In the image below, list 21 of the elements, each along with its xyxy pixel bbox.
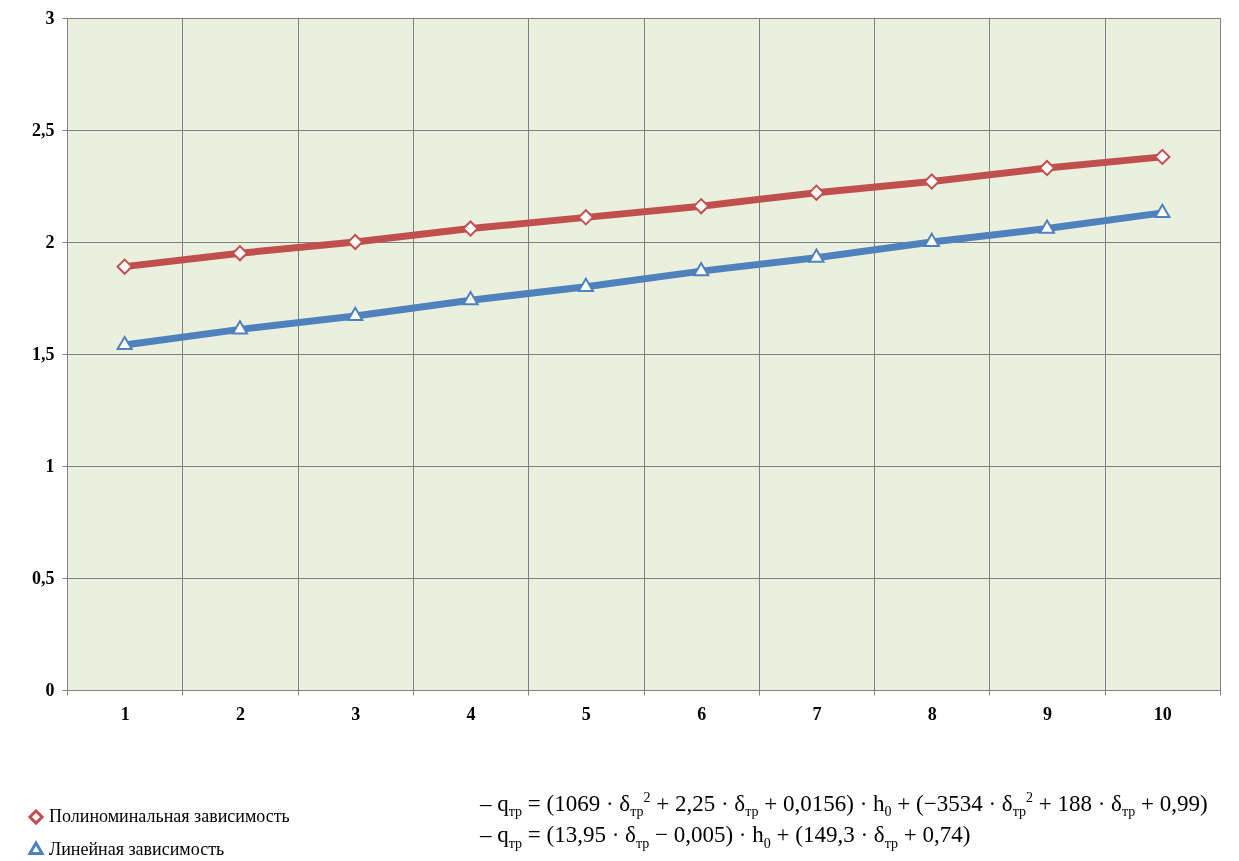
y-tick-label: 1	[45, 455, 55, 476]
text: – q$_{тр}$ = (1069 · δ$_{тр}$$^{2}$ + 2,25 · δ$_{тр}$ + 0,0156) · h$_{0}$ + (−3534 · δ$_{тр}$$^{2}$ + 188 · δ$_{тр}$ + 0,99)	[480, 790, 1208, 820]
y-tick-label: 2	[45, 231, 55, 252]
x-tick-label: 3	[351, 703, 361, 724]
y-tick-label: 2,5	[32, 119, 55, 140]
y-tick-label: 0	[45, 679, 55, 700]
x-tick-label: 10	[1153, 703, 1172, 724]
y-tick-label: 0,5	[32, 567, 55, 588]
text: – q$_{тр}$ = (13,95 · δ$_{тр}$ − 0,005) · h$_{0}$ + (149,3 · δ$_{тр}$ + 0,74)	[480, 822, 971, 851]
x-tick-label: 4	[466, 703, 476, 724]
y-tick-label: 1,5	[32, 343, 55, 364]
x-tick-label: 5	[581, 703, 591, 724]
x-tick-label: 9	[1043, 703, 1053, 724]
x-tick-label: 1	[120, 703, 130, 724]
x-tick-label: 7	[812, 703, 822, 724]
x-tick-label: 6	[697, 703, 707, 724]
y-tick-label: 3	[45, 7, 55, 28]
legend-label: Линейная зависимость	[49, 839, 225, 859]
x-tick-label: 8	[927, 703, 937, 724]
x-tick-label: 2	[235, 703, 245, 724]
legend-label: Полиноминальная зависимость	[49, 806, 290, 826]
